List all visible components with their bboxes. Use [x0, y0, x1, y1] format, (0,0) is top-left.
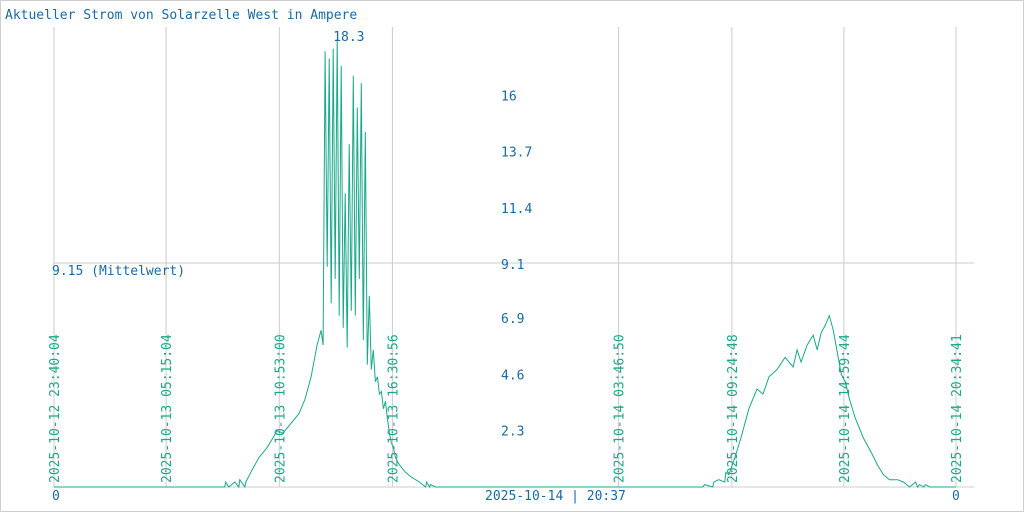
x-tick-label-5: 2025-10-14 09:24:48 [726, 334, 741, 483]
y-tick-label-4: 11.4 [501, 202, 532, 217]
y-tick-label-1: 4.6 [501, 368, 524, 383]
y-tick-label-2: 6.9 [501, 312, 524, 327]
y-tick-label-6: 16 [501, 89, 517, 104]
x-tick-label-1: 2025-10-13 05:15:04 [160, 334, 175, 483]
x-tick-label-3: 2025-10-13 16:30:56 [386, 334, 401, 483]
x-tick-label-4: 2025-10-14 03:46:50 [613, 334, 628, 483]
x-tick-label-6: 2025-10-14 14:59:44 [838, 334, 853, 483]
x-tick-label-0: 2025-10-12 23:40:04 [48, 334, 63, 483]
series-line-group [54, 38, 956, 489]
x-tick-label-2: 2025-10-13 10:53:00 [273, 334, 288, 483]
x-tick-labels: 2025-10-12 23:40:04 2025-10-13 05:15:04 20… [48, 334, 965, 483]
y-tick-label-0: 2.3 [501, 425, 524, 440]
series-line-0 [54, 38, 956, 489]
mean-label: 9.15 (Mittelwert) [52, 264, 185, 279]
vertical-gridlines [53, 27, 957, 487]
chart-title: Aktueller Strom von Solarzelle West in A… [5, 8, 357, 23]
y-tick-labels: 2.3 4.6 6.9 9.1 11.4 13.7 16 [501, 89, 532, 439]
left-zero-label: 0 [52, 489, 60, 504]
max-value-label: 18.3 [333, 30, 364, 45]
y-tick-label-5: 13.7 [501, 146, 532, 161]
x-end-label: 2025-10-14 | 20:37 [485, 489, 626, 504]
x-tick-label-7: 2025-10-14 20:34:41 [950, 334, 965, 483]
right-zero-label: 0 [952, 489, 960, 504]
y-tick-label-3: 9.1 [501, 258, 524, 273]
